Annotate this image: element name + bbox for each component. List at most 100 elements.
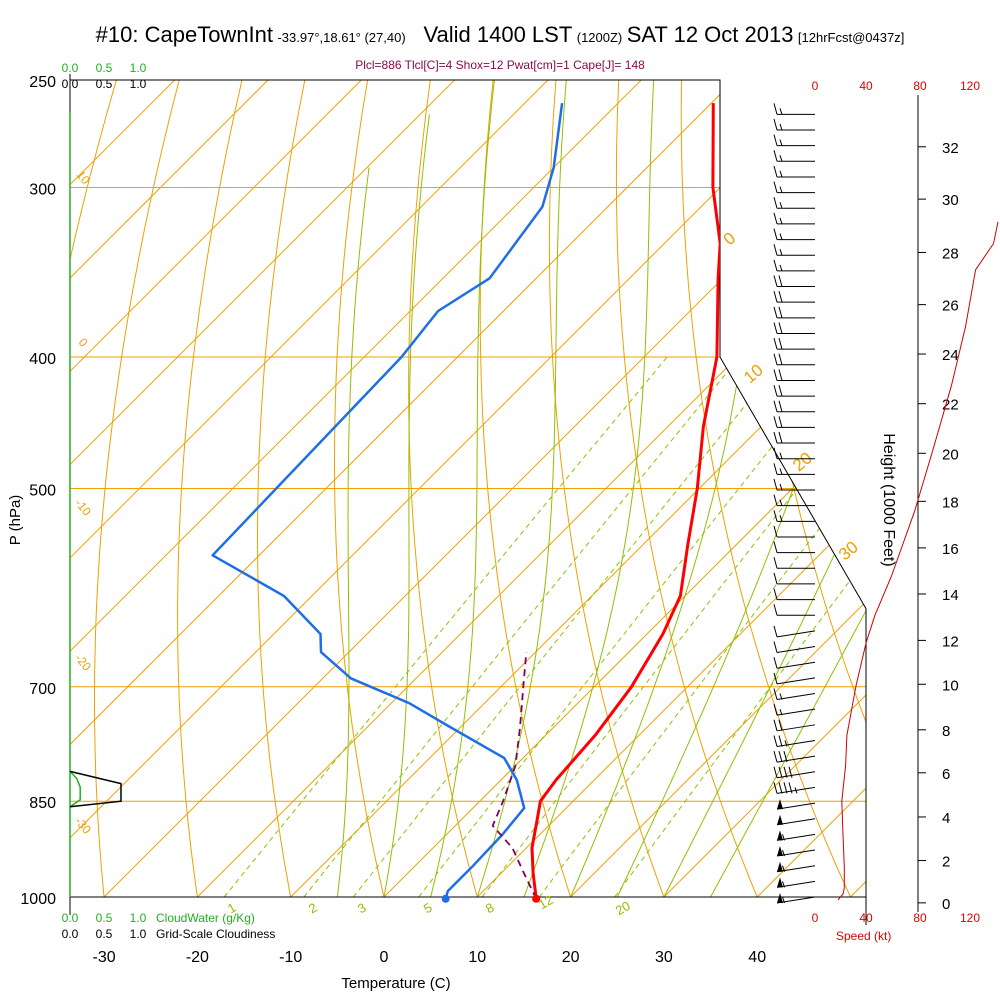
wind-barb-half-feather	[779, 139, 783, 146]
speed-top-label: 40	[859, 79, 873, 93]
wind-barb-feather	[773, 103, 778, 115]
wind-barb	[773, 541, 815, 554]
speed-top-label: 0	[812, 79, 819, 93]
wind-barb-half-feather	[782, 834, 785, 841]
cloudwater-bottom-label: 0.5	[96, 911, 113, 925]
wind-barb	[776, 893, 816, 904]
cloudiness-bottom-label: 0.0	[62, 927, 79, 941]
station-name: #10: CapeTownInt	[95, 22, 274, 47]
wind-barb-staff	[776, 661, 816, 669]
x-axis-title: Temperature (C)	[341, 975, 450, 992]
mixing-ratio-label: 3	[355, 900, 369, 917]
height-tick-label: 26	[942, 298, 959, 315]
wind-barb-feather	[773, 431, 778, 444]
moist-adiabat	[663, 80, 866, 897]
height-tick-label: 24	[942, 347, 959, 364]
wind-barb-feather	[773, 494, 778, 506]
wind-barb-feather	[778, 384, 783, 397]
wind-barb-feather	[773, 447, 778, 459]
dry-adiabat-label: 10	[740, 360, 767, 387]
wind-barb-half-feather	[782, 865, 785, 872]
wind-barb-half-feather	[779, 468, 783, 475]
isotherm-line	[70, 80, 269, 897]
isotherm-label: 0	[76, 335, 91, 349]
isotherm-label: -30	[72, 814, 94, 837]
temperature-tick-label: -30	[93, 949, 116, 966]
height-tick-label: 32	[942, 140, 959, 157]
isotherm-line	[70, 80, 735, 897]
wind-barb-flag	[777, 846, 783, 857]
dewpoint-profile	[211, 102, 564, 897]
pressure-tick-label: 850	[29, 795, 56, 812]
height-tick-label: 8	[942, 723, 950, 740]
temperature-tick-label: 10	[468, 949, 486, 966]
isotherm-line	[197, 80, 866, 897]
wind-barb-half-feather	[779, 264, 783, 272]
temperature-tick-label: 40	[748, 949, 766, 966]
wind-barb-staff	[776, 849, 816, 857]
wind-barb-feather	[773, 118, 778, 131]
wind-barb	[773, 478, 815, 491]
wind-barb-staff	[776, 693, 816, 701]
wind-barb	[776, 799, 816, 810]
pressure-tick-label: 400	[29, 351, 56, 368]
moist-adiabat	[430, 80, 495, 897]
moist-adiabat	[383, 114, 430, 897]
wind-barb-feather	[778, 338, 783, 350]
wind-barb-half-feather	[782, 896, 785, 904]
wind-barb-feather	[778, 369, 783, 381]
wind-barb	[773, 557, 815, 569]
wind-barb-feather	[773, 478, 778, 491]
wind-barb-staff	[776, 802, 816, 810]
wind-barb-half-feather	[794, 787, 798, 794]
wind-barb-flag	[777, 893, 783, 903]
wind-barb-feather	[773, 291, 778, 303]
wind-barb-feather	[778, 322, 783, 334]
wind-barb	[773, 181, 815, 194]
wind-barb-half-feather	[779, 499, 783, 506]
dry-adiabat-label: 30	[835, 537, 862, 564]
wind-barb-half-feather	[779, 483, 783, 491]
zulu-time: (1200Z)	[576, 30, 623, 45]
wind-barb	[773, 463, 815, 475]
wind-barb-feather	[778, 400, 783, 412]
wind-barb-staff	[776, 865, 816, 873]
cloudiness-top-label: 0.5	[96, 77, 113, 91]
temperature-tick-label: -20	[186, 949, 209, 966]
isotherm-label: -10	[72, 496, 94, 519]
wind-barb-feather	[773, 672, 778, 684]
height-tick-label: 2	[942, 854, 950, 871]
mixing-ratio-label: 20	[613, 898, 633, 918]
mixing-ratio-label: 12	[536, 892, 556, 912]
wind-barb	[773, 244, 815, 256]
cloudwater-top-label: 0.5	[96, 61, 113, 75]
wind-barb-feather	[773, 704, 778, 716]
wind-barb-staff	[776, 630, 816, 638]
wind-barb-feather	[773, 719, 778, 731]
isotherm-line	[476, 80, 866, 897]
wind-barb	[773, 704, 816, 716]
wind-barb-feather	[773, 197, 778, 209]
stability-params: Plcl=886 Tlcl[C]=4 Shox=12 Pwat[cm]=1 Ca…	[355, 58, 645, 72]
wind-barb	[773, 400, 815, 413]
cloudiness-top-label: 1.0	[130, 77, 147, 91]
wind-barb-feather	[778, 766, 783, 778]
dry-adiabat-label: 0	[720, 228, 739, 249]
wind-barb	[773, 604, 815, 616]
wind-barb-feather	[773, 641, 778, 653]
isotherm-line	[70, 80, 549, 897]
dry-adiabat	[995, 80, 1000, 897]
wind-barb-staff	[776, 739, 816, 747]
mixing-ratio-line	[223, 356, 668, 897]
speed-bottom-label: 40	[859, 911, 873, 925]
wind-barb-feather	[773, 165, 778, 178]
mixing-ratio-label: 5	[421, 900, 435, 917]
isotherm-line	[70, 80, 362, 897]
wind-barb	[773, 510, 815, 522]
surface-dewpoint-dot	[441, 894, 450, 903]
wind-barb-half-feather	[779, 217, 783, 225]
pressure-tick-label: 250	[29, 74, 56, 91]
isotherm-line	[70, 80, 829, 897]
wind-barb-feather	[773, 134, 778, 146]
dry-adiabat	[548, 80, 665, 897]
